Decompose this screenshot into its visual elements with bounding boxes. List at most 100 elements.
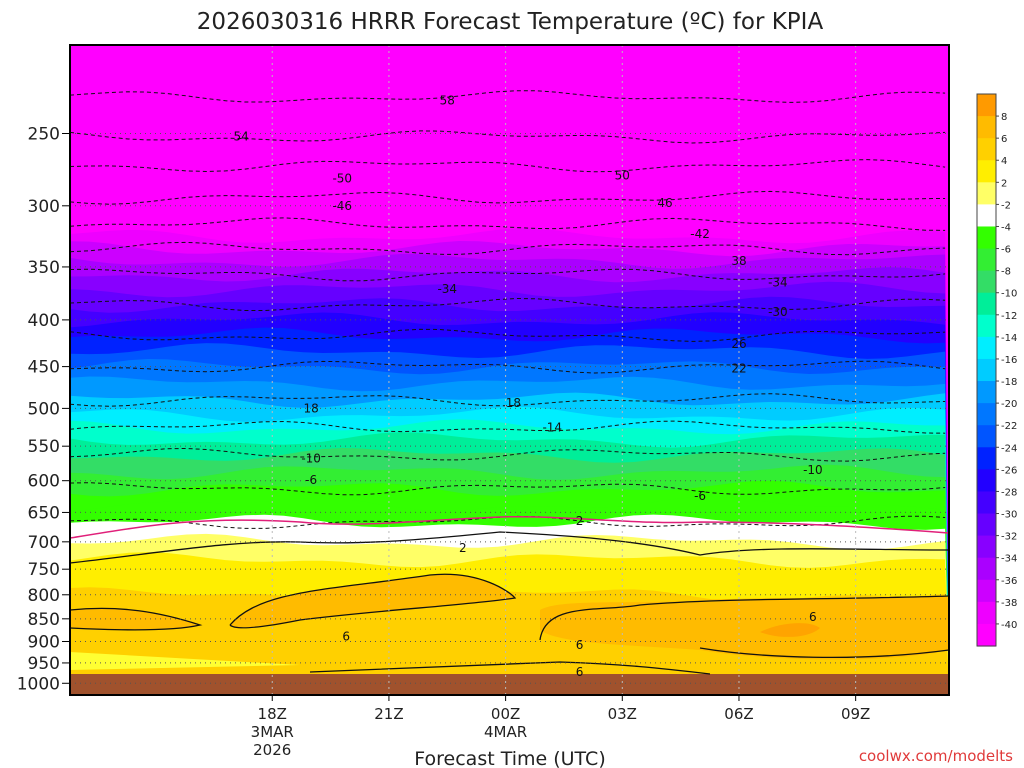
colorbar-swatch <box>977 381 996 404</box>
freezing-line <box>70 516 949 539</box>
x-tick-label: 06Z <box>724 705 753 723</box>
y-tick-label: 400 <box>28 311 60 331</box>
x-tick-label: 09Z <box>841 705 870 723</box>
colorbar-swatch <box>977 358 996 382</box>
contour-label: 6 <box>342 630 350 644</box>
contour-label: 50 <box>615 169 630 183</box>
contour-label: 18 <box>304 401 319 415</box>
colorbar-label: -38 <box>1001 598 1017 609</box>
colorbar-label: -28 <box>1001 487 1017 498</box>
colorbar-label: -10 <box>1001 289 1017 300</box>
x-axis-title: Forecast Time (UTC) <box>414 748 605 768</box>
y-tick-label: 450 <box>28 358 60 378</box>
colorbar-label: -24 <box>1001 443 1017 454</box>
colorbar-swatch <box>977 160 996 183</box>
y-axis: 2503003504004505005506006507007508008509… <box>17 124 70 694</box>
contour-label: -6 <box>305 473 317 487</box>
colorbar-label: -12 <box>1001 311 1017 322</box>
y-tick-label: 750 <box>28 560 60 580</box>
y-tick-label: 300 <box>28 197 60 217</box>
grid <box>70 45 949 695</box>
contour-label: 6 <box>576 638 584 652</box>
contour-label: -14 <box>542 421 562 435</box>
colorbar-swatch <box>977 94 996 117</box>
chart-title: 2026030316 HRRR Forecast Temperature (ºC… <box>197 9 824 35</box>
contour-label: -34 <box>437 282 457 296</box>
colorbar-label: -14 <box>1001 333 1017 344</box>
colorbar-label: -4 <box>1001 222 1011 233</box>
isotherm-dashed <box>70 297 946 311</box>
warm-core <box>230 574 515 628</box>
colorbar-swatch <box>977 204 996 228</box>
colorbar-label: -16 <box>1001 355 1017 366</box>
x-tick-year: 2026 <box>253 741 291 759</box>
x-tick-label: 18Z <box>258 705 287 723</box>
contour-label: 6 <box>576 665 584 679</box>
isotherm-6 <box>539 595 949 641</box>
y-tick-label: 850 <box>28 610 60 630</box>
y-tick-label: 900 <box>28 632 60 652</box>
warm-core <box>760 623 820 637</box>
warm-regions <box>70 574 949 695</box>
colorbar-label: -26 <box>1001 465 1017 476</box>
warm-core <box>540 596 949 660</box>
contour-label: -10 <box>803 463 823 477</box>
isotherm-dashed <box>70 360 946 374</box>
colorbar-label: -22 <box>1001 421 1017 432</box>
contour-label: -50 <box>332 171 352 185</box>
contour-label: -34 <box>768 275 788 289</box>
isotherm-dashed <box>70 447 946 462</box>
colorbar-label: -6 <box>1001 245 1011 256</box>
colorbar-swatch <box>977 513 996 537</box>
colorbar-swatch <box>977 336 996 360</box>
contour-label: -10 <box>301 451 321 465</box>
y-tick-label: 500 <box>28 399 60 419</box>
colorbar-swatch <box>977 623 996 647</box>
ground-fill <box>70 674 949 695</box>
colorbar-swatch <box>977 226 996 250</box>
colorbar-swatch <box>977 469 996 493</box>
contour-label: -6 <box>694 489 706 503</box>
colorbar-swatch <box>977 535 996 559</box>
isotherm-6 <box>309 661 711 675</box>
x-tick-label: 00Z <box>491 705 520 723</box>
isotherm-dashed <box>70 217 946 231</box>
x-tick-label: 21Z <box>374 705 403 723</box>
isotherm-6 <box>229 573 517 629</box>
colorbar-swatch <box>977 248 996 272</box>
contour-label: 58 <box>440 93 455 107</box>
colorbar-swatch <box>977 601 996 625</box>
isotherm-dashed <box>70 130 946 144</box>
isotherm-2 <box>70 531 949 564</box>
isotherm-dashed <box>70 515 946 529</box>
contour-label: 46 <box>657 196 672 210</box>
colorbar-label: -2 <box>1001 200 1011 211</box>
y-tick-label: 1000 <box>17 674 60 694</box>
colorbar-swatch <box>977 270 996 294</box>
x-tick-date: 3MAR <box>251 723 294 741</box>
colorbar-swatch <box>977 579 996 603</box>
colorbar-label: -36 <box>1001 576 1017 587</box>
contour-label: 54 <box>233 130 248 144</box>
colorbar-label: -18 <box>1001 377 1017 388</box>
y-tick-label: 550 <box>28 437 60 457</box>
y-tick-label: 700 <box>28 533 60 553</box>
isotherm-dashed <box>70 241 946 256</box>
isotherm-dashed <box>70 159 946 173</box>
colorbar-label: 2 <box>1001 178 1007 189</box>
colorbar-swatch <box>977 447 996 470</box>
colorbar-swatch <box>977 314 996 338</box>
x-tick-label: 03Z <box>608 705 637 723</box>
isotherm-dashed <box>70 328 946 342</box>
colorbar-swatch <box>977 138 996 161</box>
colorbar-swatch <box>977 182 996 205</box>
isotherm-dashed <box>70 268 946 282</box>
contour-label: 22 <box>731 361 746 375</box>
contour-label: -46 <box>332 199 352 213</box>
x-tick-date: 4MAR <box>484 723 527 741</box>
colorbar-label: 8 <box>1001 112 1007 123</box>
contour-label: 38 <box>731 254 746 268</box>
colorbar-swatch <box>977 116 996 139</box>
